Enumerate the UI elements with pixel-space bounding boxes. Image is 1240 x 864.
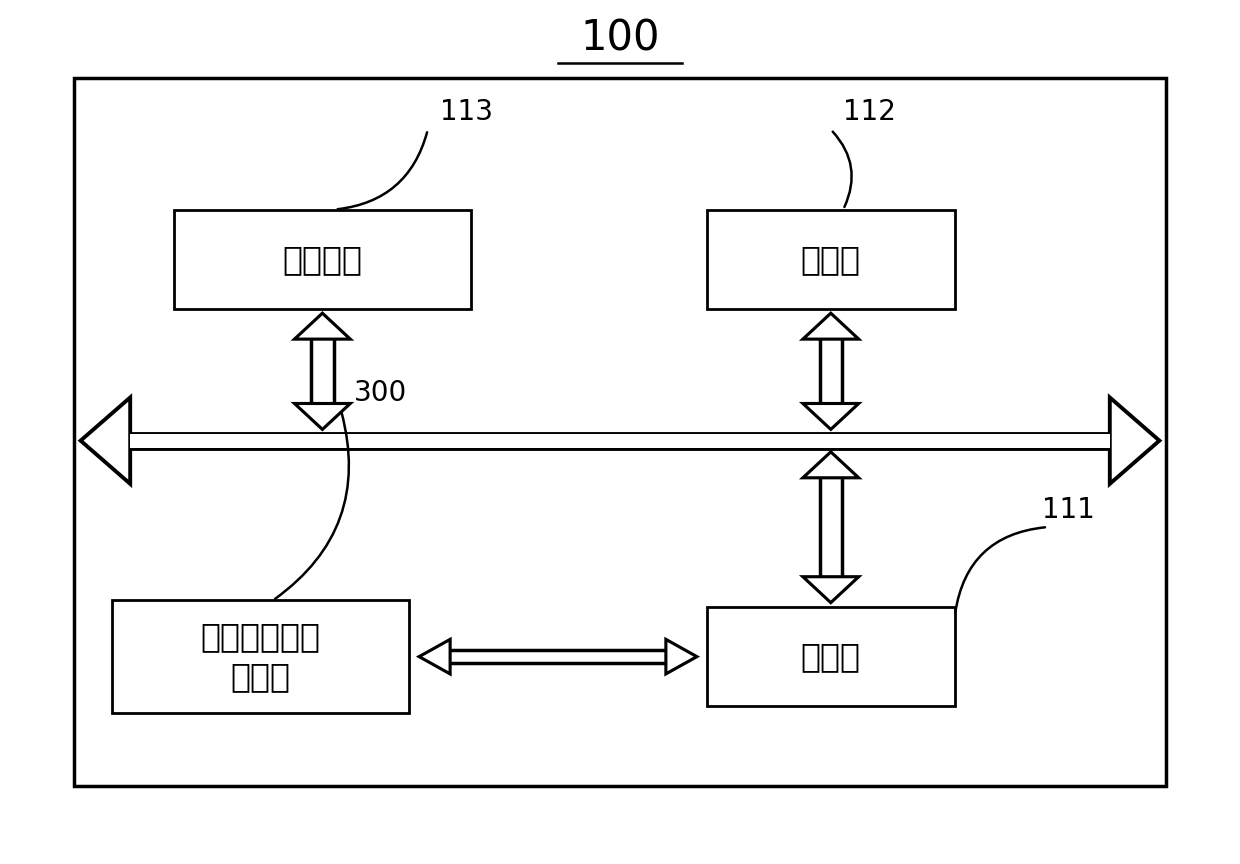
Bar <box>707 210 955 309</box>
Bar <box>112 600 409 713</box>
Text: 112: 112 <box>843 98 897 126</box>
Polygon shape <box>1110 397 1159 484</box>
Bar <box>311 340 334 403</box>
Polygon shape <box>666 639 697 674</box>
Bar <box>820 340 842 403</box>
Polygon shape <box>295 403 351 429</box>
Polygon shape <box>804 452 858 478</box>
Bar <box>820 478 842 577</box>
Bar <box>174 210 471 309</box>
Text: 113: 113 <box>440 98 494 126</box>
Bar <box>450 650 666 664</box>
Polygon shape <box>419 639 450 674</box>
Bar <box>130 434 1110 448</box>
Polygon shape <box>804 314 858 340</box>
Text: 111: 111 <box>1042 496 1095 524</box>
Polygon shape <box>81 397 130 484</box>
Text: 300: 300 <box>353 379 407 407</box>
Text: 处理器: 处理器 <box>801 243 861 276</box>
Polygon shape <box>804 403 858 429</box>
Polygon shape <box>804 577 858 603</box>
Polygon shape <box>295 314 351 340</box>
Text: 存储器: 存储器 <box>801 640 861 673</box>
Text: 机器人避让预
判装置: 机器人避让预 判装置 <box>201 619 320 694</box>
Text: 100: 100 <box>580 18 660 60</box>
Text: 通信单元: 通信单元 <box>283 243 362 276</box>
Bar <box>707 607 955 707</box>
Bar <box>74 78 1166 786</box>
